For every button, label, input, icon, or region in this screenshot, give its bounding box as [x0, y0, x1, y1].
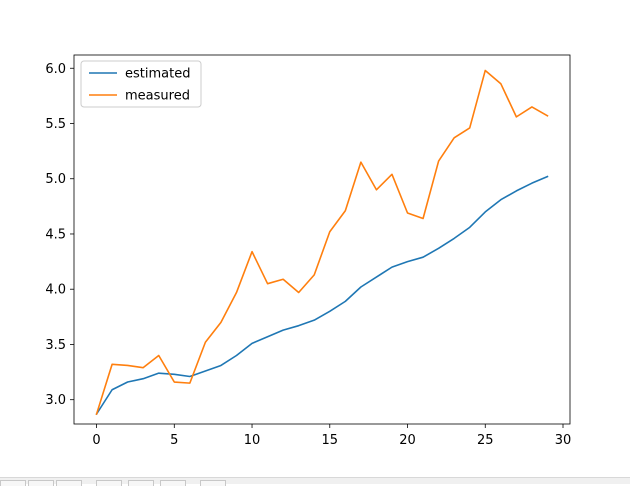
line-chart: 0 5 10 15 20 25 30 3.0 3.5 4.0 4.5 5.0 5.5 6.0 estima… [0, 0, 630, 476]
x-tick-label: 5 [170, 433, 178, 448]
x-tick-label: 30 [555, 433, 572, 448]
x-tick-label: 20 [399, 433, 416, 448]
zoom-button[interactable] [128, 480, 154, 486]
x-tick-label: 10 [244, 433, 261, 448]
y-tick-label: 6.0 [45, 62, 66, 77]
pan-button[interactable] [96, 480, 122, 486]
y-tick-label: 5.5 [45, 117, 66, 132]
y-tick-label: 4.5 [45, 227, 66, 242]
y-tick-label: 5.0 [45, 172, 66, 187]
save-button[interactable] [200, 480, 226, 486]
forward-button[interactable] [56, 480, 82, 486]
x-tick-label: 25 [477, 433, 494, 448]
configure-button[interactable] [160, 480, 186, 486]
home-button[interactable] [0, 480, 26, 486]
plot-area [74, 55, 570, 424]
legend-label-measured: measured [125, 89, 190, 104]
y-tick-label: 3.0 [45, 393, 66, 408]
x-tick-label: 15 [322, 433, 339, 448]
legend: estimated measured [81, 61, 201, 107]
legend-label-estimated: estimated [125, 67, 190, 82]
y-tick-label: 4.0 [45, 283, 66, 298]
x-tick-label: 0 [92, 433, 100, 448]
back-button[interactable] [28, 480, 54, 486]
y-tick-label: 3.5 [45, 338, 66, 353]
